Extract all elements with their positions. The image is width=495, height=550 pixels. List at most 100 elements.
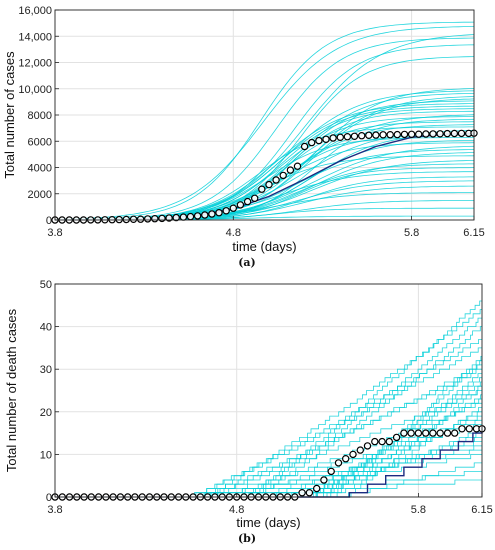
observed-point xyxy=(450,129,459,138)
simulation-lines xyxy=(55,300,482,498)
observed-point xyxy=(265,180,273,189)
y-tick-label: 40 xyxy=(40,322,52,334)
y-tick-label: 10,000 xyxy=(18,84,52,96)
observed-point xyxy=(422,429,430,437)
observed-point xyxy=(122,215,131,224)
x-tick-label: 4.8 xyxy=(229,504,244,516)
observed-point xyxy=(236,201,245,209)
observed-point xyxy=(414,429,423,437)
y-tick-label: 14,000 xyxy=(18,31,52,43)
observed-point xyxy=(372,131,380,139)
observed-point xyxy=(300,142,309,151)
y-tick-label: 20 xyxy=(40,407,52,419)
observed-point xyxy=(378,437,386,446)
observed-point xyxy=(298,489,306,497)
y-tick-label: 4000 xyxy=(28,163,52,175)
x-axis-label: time (days) xyxy=(236,515,300,530)
observed-markers xyxy=(51,129,478,224)
observed-point xyxy=(400,130,409,139)
simulation-line xyxy=(55,326,482,498)
observed-point xyxy=(385,437,393,446)
x-tick-label: 5.8 xyxy=(411,504,426,516)
y-tick-label: 12,000 xyxy=(18,58,52,70)
observed-point xyxy=(393,130,401,139)
simulation-line xyxy=(55,356,482,498)
observed-point xyxy=(320,476,328,484)
observed-point xyxy=(336,133,344,141)
observed-point xyxy=(407,429,415,437)
panel-caption: (b) xyxy=(238,532,256,545)
x-tick-label: 6.15 xyxy=(463,227,484,239)
observed-point xyxy=(458,425,466,433)
observed-point xyxy=(436,130,444,138)
observed-point xyxy=(186,212,195,221)
simulation-line xyxy=(55,479,482,498)
simulation-line xyxy=(55,407,482,498)
observed-point xyxy=(365,131,373,139)
observed-point xyxy=(379,131,387,139)
observed-point xyxy=(451,429,459,437)
observed-point xyxy=(327,467,335,476)
y-tick-label: 10 xyxy=(40,449,52,461)
observed-point xyxy=(129,215,138,223)
simulation-line xyxy=(55,360,482,498)
y-axis-label: Total number of death cases xyxy=(4,308,19,472)
observed-point xyxy=(371,437,379,446)
simulation-line xyxy=(55,347,482,498)
simulation-line xyxy=(55,432,482,498)
observed-point xyxy=(334,459,343,467)
observed-point xyxy=(279,171,287,180)
observed-point xyxy=(407,130,416,138)
observed-point xyxy=(349,450,357,459)
observed-point xyxy=(436,429,444,437)
simulation-line xyxy=(55,385,482,498)
observed-point xyxy=(465,425,473,433)
observed-point xyxy=(250,194,259,202)
y-tick-label: 6000 xyxy=(28,136,52,148)
x-tick-label: 6.15 xyxy=(471,504,492,516)
observed-point xyxy=(208,210,216,218)
observed-point xyxy=(429,130,437,138)
observed-point xyxy=(286,166,295,174)
observed-point xyxy=(343,132,352,141)
simulation-line xyxy=(55,381,482,498)
y-tick-label: 2000 xyxy=(28,189,52,201)
chart-panel-a: 3.8 4.8 5.8 6.15 0 2000 4000 6000 8000 10,000 12,0… xyxy=(2,5,485,269)
observed-point xyxy=(193,212,202,220)
observed-point xyxy=(165,214,173,222)
observed-point xyxy=(415,130,423,138)
observed-point xyxy=(136,215,145,223)
observed-point xyxy=(172,213,180,222)
observed-point xyxy=(313,484,321,493)
observed-point xyxy=(400,429,408,437)
observed-point xyxy=(229,204,237,212)
observed-point xyxy=(329,134,337,142)
observed-point xyxy=(358,131,366,140)
observed-point xyxy=(272,176,280,184)
observed-point xyxy=(243,197,252,206)
simulation-line xyxy=(55,428,482,498)
observed-point xyxy=(143,215,152,223)
y-axis-label: Total number of cases xyxy=(2,51,17,179)
observed-point xyxy=(222,207,230,215)
observed-point xyxy=(363,442,372,450)
x-tick-label: 3.8 xyxy=(47,227,62,239)
x-tick-label: 5.8 xyxy=(404,227,419,239)
observed-point xyxy=(350,132,359,140)
plot-frame xyxy=(54,283,483,498)
observed-point xyxy=(308,138,316,147)
observed-point xyxy=(179,213,188,221)
observed-point xyxy=(215,208,223,217)
observed-point xyxy=(322,135,330,143)
observed-point xyxy=(293,162,302,170)
panel-caption: (a) xyxy=(238,256,256,269)
x-tick-label: 4.8 xyxy=(226,227,241,239)
observed-point xyxy=(443,129,451,138)
x-tick-label: 3.8 xyxy=(47,504,62,516)
observed-point xyxy=(386,130,394,139)
x-axis-label: time (days) xyxy=(232,239,296,254)
y-tick-label: 16,000 xyxy=(18,5,52,17)
y-tick-label: 0 xyxy=(46,215,52,227)
observed-point xyxy=(443,429,452,437)
